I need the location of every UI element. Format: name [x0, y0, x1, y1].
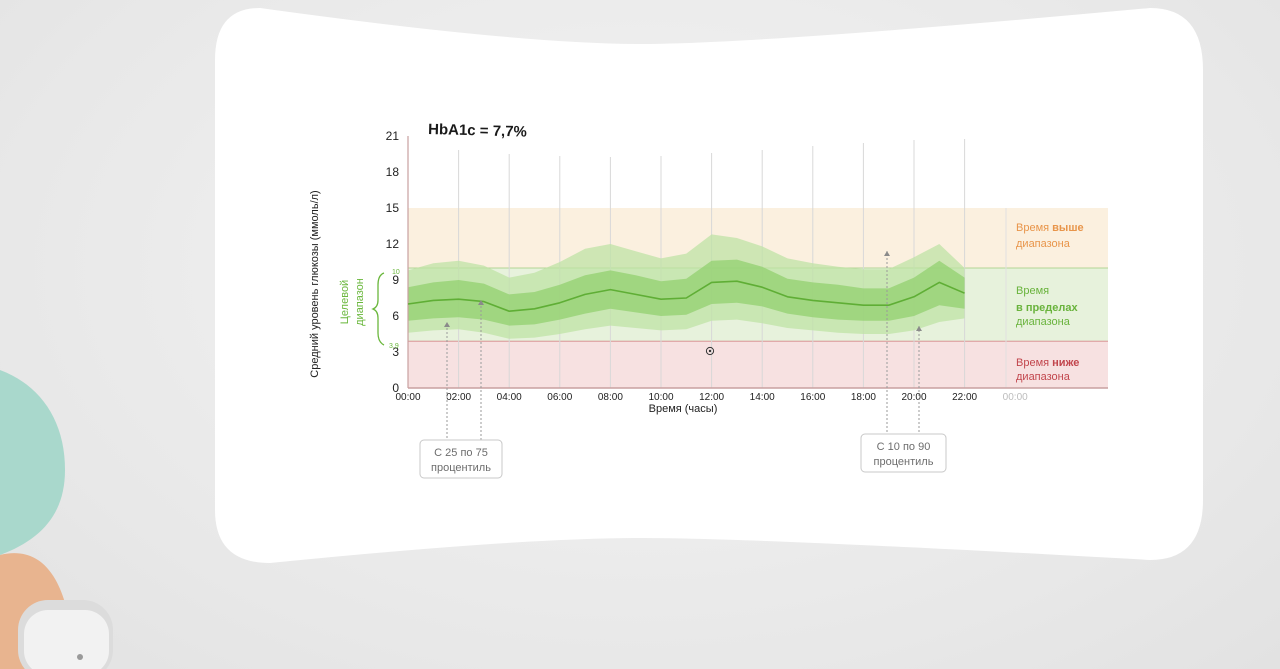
- x-tick-label: 06:00: [547, 392, 572, 403]
- zone-label-line: диапазона: [1016, 371, 1071, 383]
- x-tick-label: 08:00: [598, 392, 623, 403]
- zone-label-line: Время: [1016, 285, 1049, 297]
- x-tick-label: 20:00: [901, 392, 926, 403]
- x-tick-label: 00:00: [1003, 392, 1028, 403]
- zone-label-line: Время выше: [1016, 222, 1084, 234]
- median-line-group: [407, 280, 965, 312]
- zone-label-line: диапазона: [1016, 316, 1071, 328]
- below-range-zone: [408, 341, 1108, 388]
- x-tick-label: 00:00: [395, 392, 420, 403]
- y-tick-label: 21: [386, 129, 400, 143]
- x-axis-label: Время (часы): [649, 403, 718, 415]
- percentile-bands: [408, 234, 965, 339]
- target-range-high-label: 10: [392, 269, 400, 276]
- x-tick-label: 16:00: [800, 392, 825, 403]
- y-tick-label: 15: [386, 201, 400, 215]
- annotation-arrowhead: [916, 326, 922, 331]
- median-line: [407, 280, 965, 312]
- target-range-brace: [371, 272, 385, 346]
- axes: [407, 136, 1108, 389]
- x-tick-label: 22:00: [952, 392, 977, 403]
- x-tick-label: 04:00: [497, 392, 522, 403]
- zone-label-bold: в пределах: [1016, 302, 1079, 314]
- annotation-box: [419, 439, 503, 479]
- annotation-text-line2: процентиль: [874, 456, 934, 468]
- annotation-text-line1: С 10 по 90: [877, 441, 931, 453]
- chart-title: HbA1c = 7,7%: [428, 121, 527, 141]
- band-25-75: [408, 259, 965, 326]
- y-tick-label: 0: [392, 381, 399, 395]
- y-tick-label: 3: [392, 345, 399, 359]
- target-range-label-line2: диапазон: [354, 278, 366, 326]
- target-range-label-line1: Целевой: [339, 280, 351, 324]
- annotation-arrowhead: [478, 300, 484, 305]
- annotation-box: [860, 433, 947, 473]
- target-range-label: 10 3,9 Целевой диапазон: [339, 269, 400, 350]
- x-tick-label: 02:00: [446, 392, 471, 403]
- y-tick-label: 9: [392, 273, 399, 287]
- annotation-text-line1: С 25 по 75: [434, 447, 488, 459]
- center-marker-icon: [705, 346, 715, 356]
- x-tick-labels: 00:00 02:00 04:00 06:00 08:00 10:00 12:00 14:00…: [395, 392, 1028, 403]
- x-tick-label: 14:00: [750, 392, 775, 403]
- y-axis-label: Средний уровень глюкозы (ммоль/л): [309, 190, 321, 377]
- annotation-arrowhead: [884, 251, 890, 256]
- zone-label-bold: выше: [1052, 222, 1083, 234]
- chart: 0 3 6 9 12 15 18 21 00:00 02:00 04:00 06:00 08:00 10…: [386, 129, 1108, 479]
- annotations: С 25 по 75 процентиль С 10 по 90 процентиль: [419, 251, 947, 479]
- zone-label-bold: ниже: [1052, 357, 1079, 369]
- target-range-low-label: 3,9: [389, 343, 399, 350]
- y-tick-label: 18: [386, 165, 400, 179]
- cgm-sensor-icon: [18, 600, 113, 669]
- y-tick-label: 6: [392, 309, 399, 323]
- x-tick-label: 10:00: [648, 392, 673, 403]
- zone-label-line: Время ниже: [1016, 357, 1079, 369]
- y-tick-label: 12: [386, 237, 400, 251]
- y-tick-labels: 0 3 6 9 12 15 18 21: [386, 129, 400, 395]
- arm-sleeve: [0, 370, 65, 555]
- annotation-text-line2: процентиль: [431, 462, 491, 474]
- x-tick-label: 18:00: [851, 392, 876, 403]
- annotation-arrowhead: [444, 322, 450, 327]
- x-tick-label: 12:00: [699, 392, 724, 403]
- zone-labels: Время выше диапазона Время в пределах диапаз…: [1016, 222, 1084, 383]
- zone-label-line: диапазона: [1016, 238, 1071, 250]
